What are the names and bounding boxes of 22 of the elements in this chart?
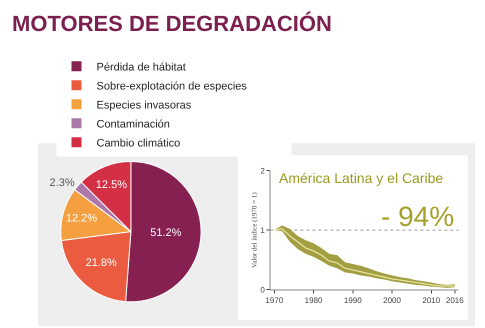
- x-tick-label: 1990: [344, 296, 362, 306]
- data-label: 21.8%: [86, 256, 117, 269]
- data-label: 12.5%: [96, 178, 128, 191]
- x-tick-label: 2010: [422, 296, 441, 306]
- y-tick-label: 0: [260, 285, 266, 294]
- legend-label: Pérdida de hábitat: [96, 61, 186, 74]
- x-tick-label: 2000: [383, 296, 402, 306]
- x-tick-label: 2016: [446, 296, 464, 306]
- annotation: - 94%: [381, 201, 454, 232]
- chart-title: América Latina y el Caribe: [279, 170, 444, 186]
- legend-label: Contaminación: [96, 118, 170, 130]
- chart-title: MOTORES DE DEGRADACIÓN: [12, 11, 332, 36]
- y-tick-label: 1: [260, 226, 266, 235]
- y-tick-label: 2: [260, 166, 266, 176]
- legend-label: Sobre-explotación de especies: [96, 80, 248, 92]
- data-label: 51.2%: [150, 226, 182, 239]
- data-label: 2.3%: [50, 177, 75, 190]
- data-label: 12.2%: [66, 212, 98, 225]
- x-tick-label: 1980: [304, 296, 324, 306]
- legend-label: Cambio climático: [96, 137, 180, 150]
- x-tick-label: 1970: [265, 296, 284, 306]
- legend-label: Especies invasoras: [96, 99, 192, 112]
